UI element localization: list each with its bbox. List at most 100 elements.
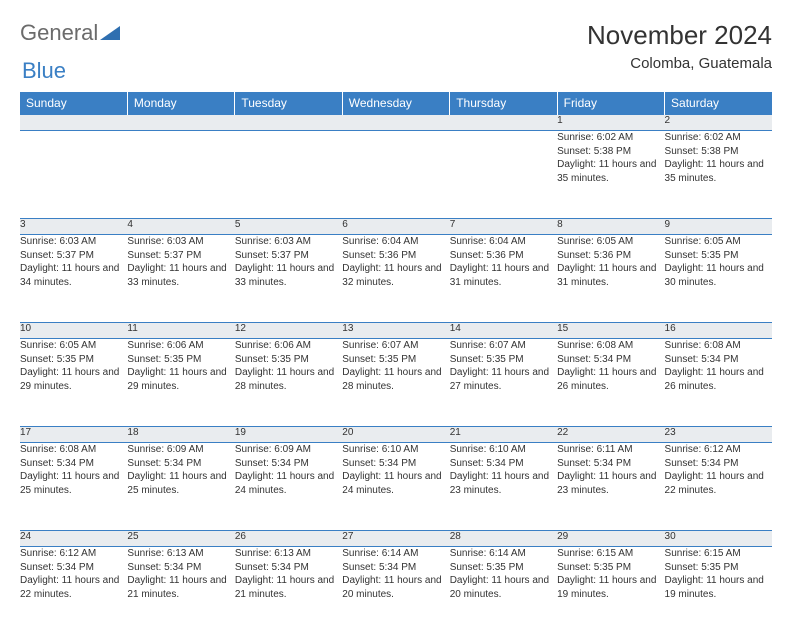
day-number-cell bbox=[127, 115, 234, 131]
day-detail-cell: Sunrise: 6:09 AMSunset: 5:34 PMDaylight:… bbox=[127, 443, 234, 531]
daylight-text: Daylight: 11 hours and 31 minutes. bbox=[450, 262, 557, 289]
weekday-header: Friday bbox=[557, 92, 664, 115]
sunrise-text: Sunrise: 6:10 AM bbox=[450, 443, 557, 457]
sunset-text: Sunset: 5:37 PM bbox=[127, 249, 234, 263]
sunset-text: Sunset: 5:34 PM bbox=[20, 561, 127, 575]
sunrise-text: Sunrise: 6:06 AM bbox=[127, 339, 234, 353]
day-number-cell bbox=[20, 115, 127, 131]
sunrise-text: Sunrise: 6:13 AM bbox=[235, 547, 342, 561]
day-number-cell: 25 bbox=[127, 531, 234, 547]
day-detail-row: Sunrise: 6:02 AMSunset: 5:38 PMDaylight:… bbox=[20, 131, 772, 219]
day-number-cell: 2 bbox=[665, 115, 772, 131]
day-number-cell: 18 bbox=[127, 427, 234, 443]
day-number-row: 17181920212223 bbox=[20, 427, 772, 443]
day-number-cell: 21 bbox=[450, 427, 557, 443]
day-number-cell: 7 bbox=[450, 219, 557, 235]
sunset-text: Sunset: 5:36 PM bbox=[557, 249, 664, 263]
day-detail-cell bbox=[20, 131, 127, 219]
daylight-text: Daylight: 11 hours and 21 minutes. bbox=[235, 574, 342, 601]
month-title: November 2024 bbox=[587, 20, 772, 51]
day-number-cell: 14 bbox=[450, 323, 557, 339]
sunrise-text: Sunrise: 6:02 AM bbox=[557, 131, 664, 145]
calendar-body: 12Sunrise: 6:02 AMSunset: 5:38 PMDayligh… bbox=[20, 115, 772, 635]
sunrise-text: Sunrise: 6:04 AM bbox=[342, 235, 449, 249]
sunset-text: Sunset: 5:38 PM bbox=[665, 145, 772, 159]
day-detail-cell bbox=[342, 131, 449, 219]
day-detail-cell: Sunrise: 6:05 AMSunset: 5:35 PMDaylight:… bbox=[665, 235, 772, 323]
day-detail-cell: Sunrise: 6:13 AMSunset: 5:34 PMDaylight:… bbox=[235, 547, 342, 635]
daylight-text: Daylight: 11 hours and 22 minutes. bbox=[20, 574, 127, 601]
calendar-table: Sunday Monday Tuesday Wednesday Thursday… bbox=[20, 92, 772, 635]
day-detail-cell: Sunrise: 6:03 AMSunset: 5:37 PMDaylight:… bbox=[235, 235, 342, 323]
day-detail-row: Sunrise: 6:05 AMSunset: 5:35 PMDaylight:… bbox=[20, 339, 772, 427]
sunrise-text: Sunrise: 6:14 AM bbox=[342, 547, 449, 561]
daylight-text: Daylight: 11 hours and 26 minutes. bbox=[665, 366, 772, 393]
daylight-text: Daylight: 11 hours and 30 minutes. bbox=[665, 262, 772, 289]
sunset-text: Sunset: 5:34 PM bbox=[342, 561, 449, 575]
sunset-text: Sunset: 5:37 PM bbox=[235, 249, 342, 263]
daylight-text: Daylight: 11 hours and 20 minutes. bbox=[450, 574, 557, 601]
day-number-cell: 15 bbox=[557, 323, 664, 339]
sunrise-text: Sunrise: 6:12 AM bbox=[665, 443, 772, 457]
day-detail-cell: Sunrise: 6:08 AMSunset: 5:34 PMDaylight:… bbox=[665, 339, 772, 427]
day-detail-cell bbox=[450, 131, 557, 219]
sunrise-text: Sunrise: 6:15 AM bbox=[557, 547, 664, 561]
daylight-text: Daylight: 11 hours and 34 minutes. bbox=[20, 262, 127, 289]
sunset-text: Sunset: 5:35 PM bbox=[450, 353, 557, 367]
day-number-cell: 13 bbox=[342, 323, 449, 339]
sunset-text: Sunset: 5:35 PM bbox=[665, 561, 772, 575]
day-number-cell: 30 bbox=[665, 531, 772, 547]
sunset-text: Sunset: 5:35 PM bbox=[342, 353, 449, 367]
daylight-text: Daylight: 11 hours and 33 minutes. bbox=[127, 262, 234, 289]
logo: General bbox=[20, 20, 122, 46]
sunrise-text: Sunrise: 6:11 AM bbox=[557, 443, 664, 457]
day-number-cell: 5 bbox=[235, 219, 342, 235]
day-detail-cell: Sunrise: 6:10 AMSunset: 5:34 PMDaylight:… bbox=[342, 443, 449, 531]
day-detail-cell: Sunrise: 6:15 AMSunset: 5:35 PMDaylight:… bbox=[557, 547, 664, 635]
sunset-text: Sunset: 5:34 PM bbox=[235, 561, 342, 575]
daylight-text: Daylight: 11 hours and 29 minutes. bbox=[20, 366, 127, 393]
sunset-text: Sunset: 5:34 PM bbox=[127, 457, 234, 471]
sunrise-text: Sunrise: 6:05 AM bbox=[557, 235, 664, 249]
day-detail-cell: Sunrise: 6:04 AMSunset: 5:36 PMDaylight:… bbox=[342, 235, 449, 323]
day-detail-cell: Sunrise: 6:07 AMSunset: 5:35 PMDaylight:… bbox=[450, 339, 557, 427]
day-number-cell: 29 bbox=[557, 531, 664, 547]
day-detail-cell: Sunrise: 6:09 AMSunset: 5:34 PMDaylight:… bbox=[235, 443, 342, 531]
daylight-text: Daylight: 11 hours and 35 minutes. bbox=[665, 158, 772, 185]
day-number-cell: 1 bbox=[557, 115, 664, 131]
day-number-cell: 9 bbox=[665, 219, 772, 235]
weekday-header: Thursday bbox=[450, 92, 557, 115]
day-number-cell: 3 bbox=[20, 219, 127, 235]
day-detail-row: Sunrise: 6:03 AMSunset: 5:37 PMDaylight:… bbox=[20, 235, 772, 323]
sunrise-text: Sunrise: 6:03 AM bbox=[235, 235, 342, 249]
sunrise-text: Sunrise: 6:13 AM bbox=[127, 547, 234, 561]
day-detail-cell: Sunrise: 6:08 AMSunset: 5:34 PMDaylight:… bbox=[20, 443, 127, 531]
sunset-text: Sunset: 5:34 PM bbox=[235, 457, 342, 471]
sunset-text: Sunset: 5:34 PM bbox=[665, 353, 772, 367]
sunrise-text: Sunrise: 6:14 AM bbox=[450, 547, 557, 561]
weekday-header: Wednesday bbox=[342, 92, 449, 115]
sunrise-text: Sunrise: 6:07 AM bbox=[450, 339, 557, 353]
day-number-cell: 10 bbox=[20, 323, 127, 339]
sunrise-text: Sunrise: 6:02 AM bbox=[665, 131, 772, 145]
daylight-text: Daylight: 11 hours and 25 minutes. bbox=[127, 470, 234, 497]
day-detail-cell: Sunrise: 6:03 AMSunset: 5:37 PMDaylight:… bbox=[127, 235, 234, 323]
daylight-text: Daylight: 11 hours and 29 minutes. bbox=[127, 366, 234, 393]
weekday-header-row: Sunday Monday Tuesday Wednesday Thursday… bbox=[20, 92, 772, 115]
daylight-text: Daylight: 11 hours and 21 minutes. bbox=[127, 574, 234, 601]
day-detail-cell: Sunrise: 6:08 AMSunset: 5:34 PMDaylight:… bbox=[557, 339, 664, 427]
sunset-text: Sunset: 5:36 PM bbox=[450, 249, 557, 263]
weekday-header: Sunday bbox=[20, 92, 127, 115]
daylight-text: Daylight: 11 hours and 24 minutes. bbox=[235, 470, 342, 497]
sunset-text: Sunset: 5:35 PM bbox=[235, 353, 342, 367]
sunset-text: Sunset: 5:34 PM bbox=[557, 457, 664, 471]
day-detail-cell: Sunrise: 6:11 AMSunset: 5:34 PMDaylight:… bbox=[557, 443, 664, 531]
day-detail-cell: Sunrise: 6:14 AMSunset: 5:35 PMDaylight:… bbox=[450, 547, 557, 635]
sunrise-text: Sunrise: 6:12 AM bbox=[20, 547, 127, 561]
sunset-text: Sunset: 5:35 PM bbox=[20, 353, 127, 367]
daylight-text: Daylight: 11 hours and 24 minutes. bbox=[342, 470, 449, 497]
sunrise-text: Sunrise: 6:04 AM bbox=[450, 235, 557, 249]
sunrise-text: Sunrise: 6:09 AM bbox=[235, 443, 342, 457]
daylight-text: Daylight: 11 hours and 32 minutes. bbox=[342, 262, 449, 289]
sunrise-text: Sunrise: 6:09 AM bbox=[127, 443, 234, 457]
